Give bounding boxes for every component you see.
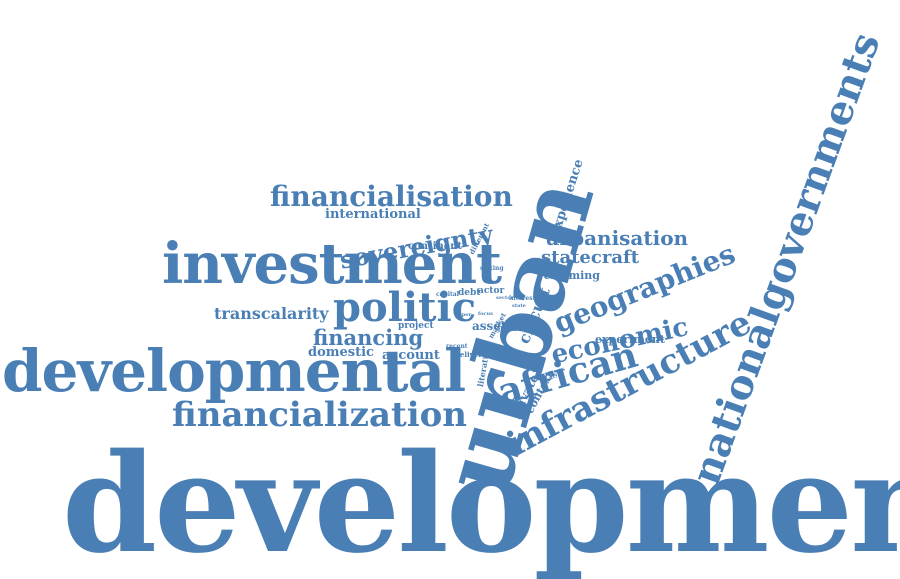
word-project: project bbox=[398, 321, 434, 331]
word-interest: interest bbox=[509, 295, 536, 302]
word-setting: setting bbox=[480, 265, 504, 272]
word-financing: financing bbox=[313, 325, 424, 350]
word-development: development bbox=[62, 424, 900, 579]
word-investment: investment bbox=[162, 231, 502, 297]
word-reframing: reframing bbox=[538, 269, 600, 282]
word-state: state bbox=[512, 303, 526, 309]
word-transcalarity: transcalarity bbox=[214, 304, 329, 323]
word-asset: asset bbox=[472, 319, 507, 333]
word-financialisation: financialisation bbox=[270, 180, 513, 213]
word-sector: sector bbox=[496, 295, 514, 301]
word-actor: actor bbox=[478, 286, 505, 296]
word-capital: capital bbox=[436, 291, 459, 298]
word-delivery: delivery bbox=[455, 350, 486, 359]
word-continent: continent bbox=[408, 241, 462, 252]
word-urbanisation: urbanisation bbox=[545, 226, 689, 250]
word-account: account bbox=[382, 348, 440, 363]
word-domestic: domestic bbox=[308, 345, 374, 360]
word-international: international bbox=[325, 207, 421, 222]
word-global: global bbox=[496, 326, 517, 333]
word-experiment: experiment bbox=[595, 333, 665, 346]
word-focus: focus bbox=[478, 311, 493, 317]
word-financialization: financialization bbox=[172, 395, 468, 435]
word-paper: paper bbox=[455, 312, 472, 318]
word-statecraft: statecraft bbox=[541, 247, 640, 268]
word-developmental: developmental bbox=[2, 337, 466, 405]
word-debt: debt bbox=[458, 288, 481, 298]
word-politic: politic bbox=[333, 284, 477, 331]
word-recent: recent bbox=[446, 343, 468, 350]
